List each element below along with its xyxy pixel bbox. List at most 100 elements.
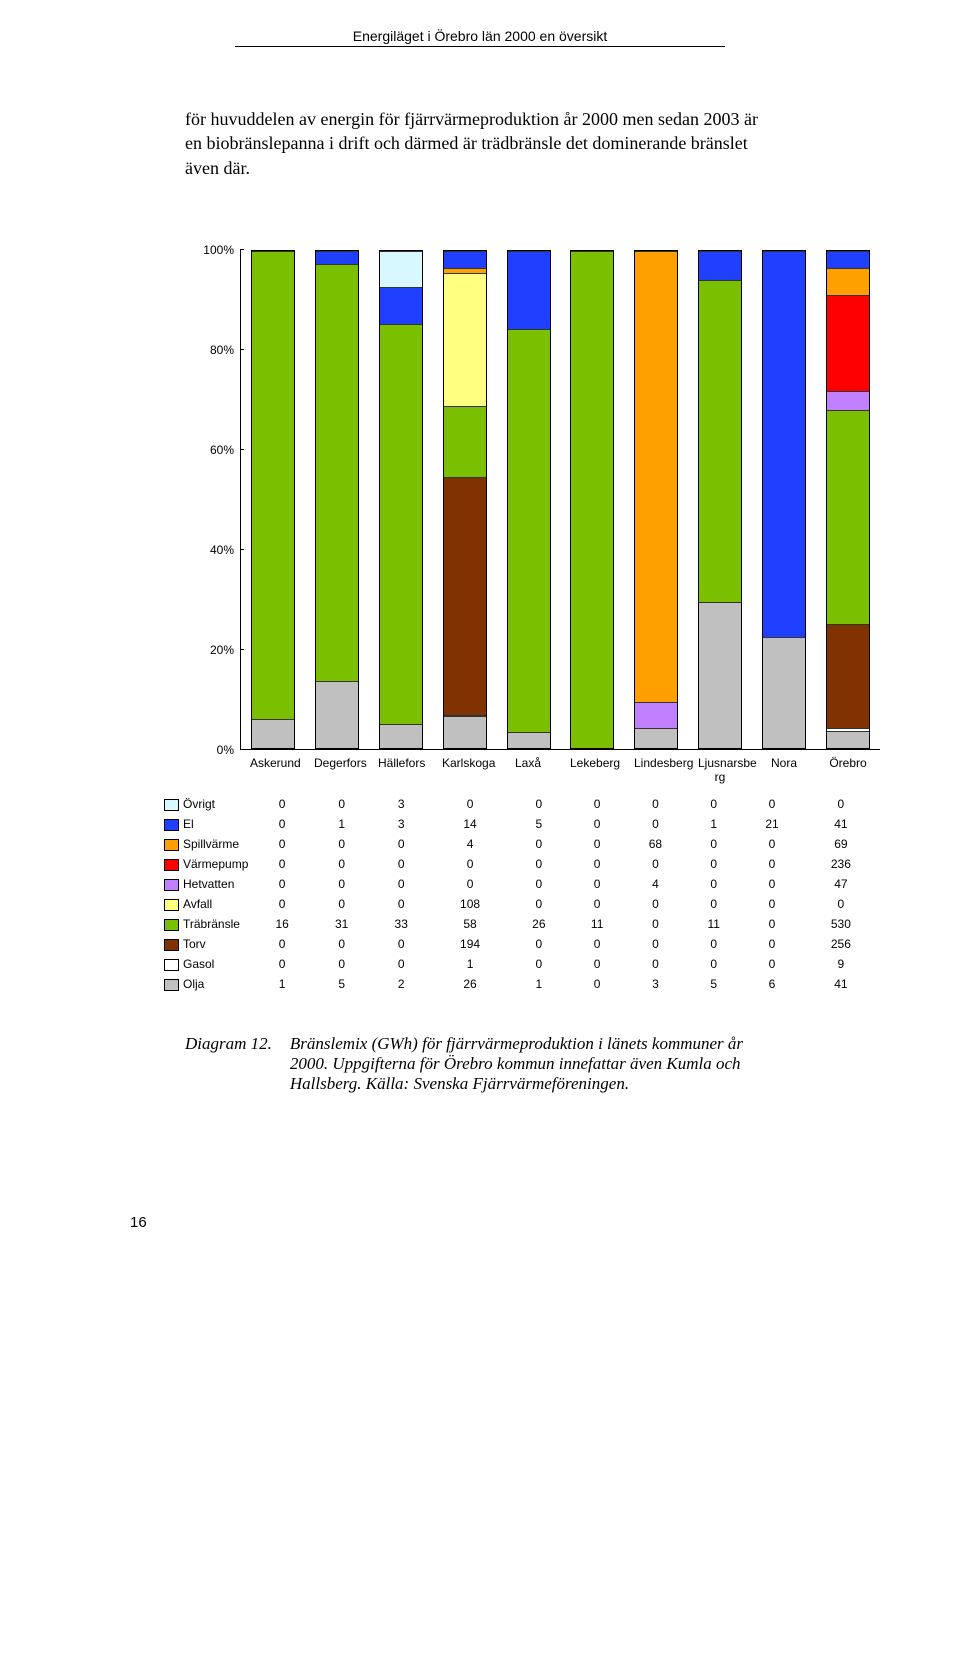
bar-segment	[827, 410, 869, 624]
table-cell: 0	[312, 894, 372, 914]
table-cell: 0	[742, 894, 802, 914]
table-cell: 0	[431, 794, 509, 814]
table-cell: 0	[626, 894, 686, 914]
table-cell: 1	[509, 974, 569, 994]
legend-swatch	[164, 819, 179, 831]
table-row: Olja152261035641	[160, 974, 880, 994]
bar-column	[443, 250, 487, 749]
table-cell: 58	[431, 914, 509, 934]
bar-segment	[444, 477, 486, 715]
table-cell: 0	[626, 854, 686, 874]
table-cell: 31	[312, 914, 372, 934]
bar-segment	[508, 732, 550, 748]
bar-segment	[380, 287, 422, 323]
table-cell: 0	[312, 934, 372, 954]
bar-segment	[635, 728, 677, 748]
y-tick-label: 20%	[210, 643, 234, 657]
bar-column	[826, 250, 870, 749]
table-cell: 41	[802, 814, 880, 834]
bar-column	[315, 250, 359, 749]
y-tick-label: 100%	[203, 243, 234, 257]
bar-segment	[316, 251, 358, 264]
bar-segment	[508, 251, 550, 329]
table-cell: 0	[569, 814, 626, 834]
table-cell: 0	[742, 794, 802, 814]
table-cell: 0	[371, 854, 431, 874]
body-paragraph: för huvuddelen av energin för fjärrvärme…	[185, 107, 775, 180]
legend-label: Värmepump	[183, 857, 248, 871]
bar-segment	[635, 702, 677, 729]
y-tick-label: 40%	[210, 543, 234, 557]
table-cell: 0	[509, 794, 569, 814]
table-cell: 0	[371, 834, 431, 854]
table-cell: 0	[509, 874, 569, 894]
table-cell: 0	[312, 954, 372, 974]
table-cell: 0	[742, 834, 802, 854]
table-cell: 0	[742, 854, 802, 874]
table-cell: 11	[685, 914, 742, 934]
table-cell: 1	[312, 814, 372, 834]
bars-area	[240, 250, 880, 750]
table-cell: 0	[252, 954, 312, 974]
x-axis-label: Örebro	[826, 756, 870, 784]
table-cell: 5	[509, 814, 569, 834]
legend-label: El	[183, 817, 194, 831]
table-cell: 1	[431, 954, 509, 974]
table-row: Spillvärme000400680069	[160, 834, 880, 854]
table-cell: 0	[685, 854, 742, 874]
table-cell: 5	[685, 974, 742, 994]
table-cell: 0	[509, 854, 569, 874]
bar-segment	[699, 602, 741, 748]
x-axis-label: Karlskoga	[442, 756, 486, 784]
bar-segment	[635, 251, 677, 702]
table-cell: 0	[509, 954, 569, 974]
caption-lead: Diagram 12.	[185, 1034, 290, 1054]
table-cell: 0	[252, 894, 312, 914]
table-row: Torv00019400000256	[160, 934, 880, 954]
table-cell: 0	[569, 834, 626, 854]
bar-segment	[827, 731, 869, 748]
table-cell: 0	[742, 914, 802, 934]
legend-swatch	[164, 799, 179, 811]
table-cell: 0	[371, 874, 431, 894]
table-row: El0131450012141	[160, 814, 880, 834]
x-axis-label: Laxå	[506, 756, 550, 784]
bar-segment	[444, 716, 486, 748]
table-cell: 0	[431, 854, 509, 874]
x-axis-labels: AskerundDegerforsHälleforsKarlskogaLaxåL…	[240, 756, 880, 784]
bar-segment	[763, 251, 805, 638]
table-cell: 0	[252, 814, 312, 834]
table-cell: 0	[252, 874, 312, 894]
table-row: Gasol0001000009	[160, 954, 880, 974]
table-cell: 0	[252, 834, 312, 854]
table-cell: 194	[431, 934, 509, 954]
bar-segment	[827, 268, 869, 296]
chart-container: 0%20%40%60%80%100% AskerundDegerforsHäll…	[160, 250, 880, 994]
table-cell: 0	[626, 954, 686, 974]
chart-data-table: Övrigt0030000000El0131450012141Spillvärm…	[160, 794, 880, 994]
bar-column	[634, 250, 678, 749]
page-number: 16	[130, 1214, 960, 1231]
table-cell: 0	[371, 934, 431, 954]
table-cell: 41	[802, 974, 880, 994]
y-tick-label: 60%	[210, 443, 234, 457]
bar-segment	[827, 624, 869, 728]
table-cell: 68	[626, 834, 686, 854]
table-cell: 26	[509, 914, 569, 934]
table-cell: 0	[742, 934, 802, 954]
x-axis-label: Degerfors	[314, 756, 358, 784]
table-cell: 11	[569, 914, 626, 934]
legend-swatch	[164, 839, 179, 851]
table-cell: 9	[802, 954, 880, 974]
table-cell: 0	[569, 974, 626, 994]
x-axis-label: Hällefors	[378, 756, 422, 784]
table-cell: 3	[626, 974, 686, 994]
header-text: Energiläget i Örebro län 2000 en översik…	[353, 28, 607, 44]
legend-label: Träbränsle	[183, 917, 240, 931]
legend-swatch	[164, 979, 179, 991]
bar-segment	[699, 251, 741, 280]
chart-plot-area: 0%20%40%60%80%100%	[240, 250, 880, 750]
table-cell: 0	[685, 834, 742, 854]
table-cell: 0	[431, 874, 509, 894]
table-cell: 16	[252, 914, 312, 934]
